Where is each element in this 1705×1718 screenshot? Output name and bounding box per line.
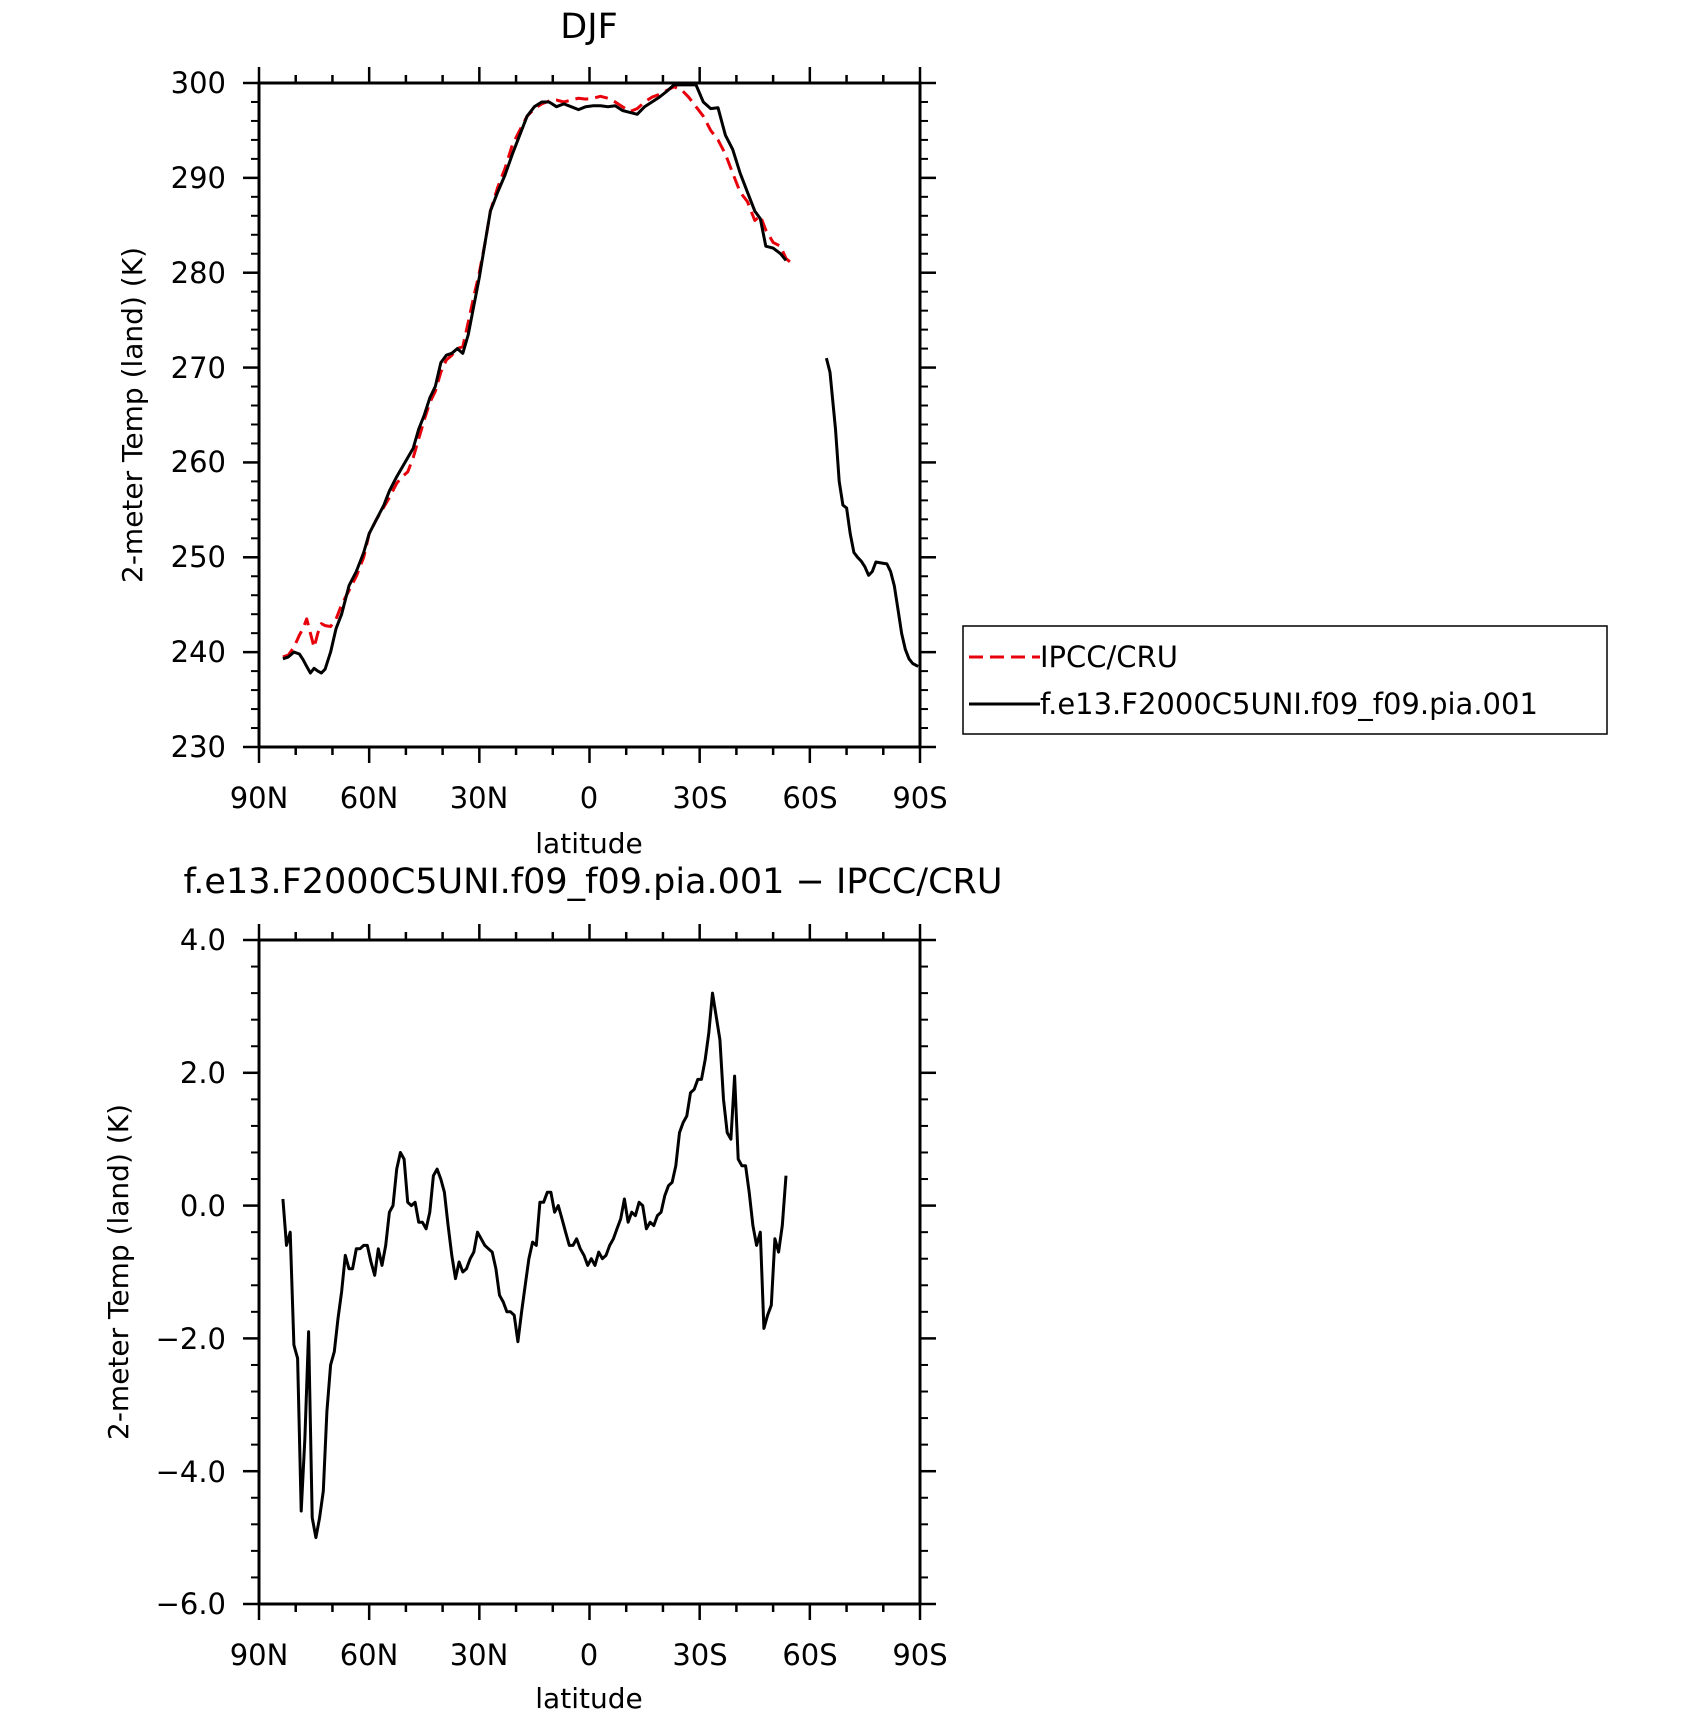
bottom-xtick-label: 30S: [672, 1638, 727, 1672]
top-ytick-label: 250: [171, 540, 226, 574]
top-ticks: [243, 67, 936, 763]
bottom-chart-title: f.e13.F2000C5UNI.f09_f09.pia.001 − IPCC/…: [184, 862, 1003, 902]
top-ytick-label: 290: [171, 161, 226, 195]
bottom-series-line-0: [281, 991, 788, 1540]
bottom-x-axis-label: latitude: [535, 1682, 642, 1713]
bottom-xtick-label: 30N: [450, 1638, 509, 1672]
top-chart-title: DJF: [560, 7, 617, 47]
legend: IPCC/CRU f.e13.F2000C5UNI.f09_f09.pia.00…: [962, 625, 1608, 735]
bottom-ticks: [243, 924, 936, 1620]
bottom-ytick-label: 2.0: [180, 1056, 226, 1090]
top-series-line-f-e13-f2000c5uni-f09-f09-pia-001: [282, 83, 919, 675]
top-xtick-label: 90S: [892, 781, 947, 815]
bottom-panel: f.e13.F2000C5UNI.f09_f09.pia.001 − IPCC/…: [102, 862, 1003, 1715]
top-x-axis-label: latitude: [535, 827, 642, 860]
top-ytick-label: 260: [171, 445, 226, 479]
bottom-xtick-label: 60N: [340, 1638, 399, 1672]
top-xtick-label: 90N: [230, 781, 289, 815]
top-ytick-label: 280: [171, 256, 226, 290]
top-y-axis-label: 2-meter Temp (land) (K): [116, 247, 149, 583]
top-xtick-label: 0: [580, 781, 598, 815]
bottom-ytick-label: 4.0: [180, 923, 226, 957]
top-xtick-label: 60N: [340, 781, 399, 815]
top-ytick-label: 230: [171, 730, 226, 764]
top-ytick-label: 300: [171, 66, 226, 100]
bottom-ytick-label: −6.0: [156, 1587, 226, 1621]
bottom-series-group: [281, 991, 788, 1540]
top-xtick-label: 30S: [672, 781, 727, 815]
bottom-ytick-label: −2.0: [156, 1322, 226, 1356]
legend-label-ipcc-cru: IPCC/CRU: [1040, 640, 1178, 674]
bottom-ytick-label: 0.0: [180, 1189, 226, 1223]
bottom-xtick-label: 60S: [782, 1638, 837, 1672]
top-ytick-label: 240: [171, 635, 226, 669]
top-xtick-label: 60S: [782, 781, 837, 815]
bottom-ytick-label: −4.0: [156, 1455, 226, 1489]
bottom-xtick-label: 90N: [230, 1638, 289, 1672]
top-panel: DJF 90N 60N 30N 0 30S 60S 90S 230 240 25…: [116, 7, 948, 860]
legend-label-model: f.e13.F2000C5UNI.f09_f09.pia.001: [1040, 687, 1538, 721]
bottom-xtick-label: 0: [580, 1638, 598, 1672]
bottom-xtick-label: 90S: [892, 1638, 947, 1672]
bottom-plot-frame: [257, 938, 922, 1606]
top-ytick-label: 270: [171, 351, 226, 385]
bottom-y-axis-label: 2-meter Temp (land) (K): [102, 1104, 135, 1440]
legend-box: [962, 625, 1608, 735]
top-series-line-ipcc-cru: [282, 85, 793, 659]
top-series-group: [282, 83, 919, 675]
top-xtick-label: 30N: [450, 781, 509, 815]
top-plot-frame: [257, 81, 922, 749]
